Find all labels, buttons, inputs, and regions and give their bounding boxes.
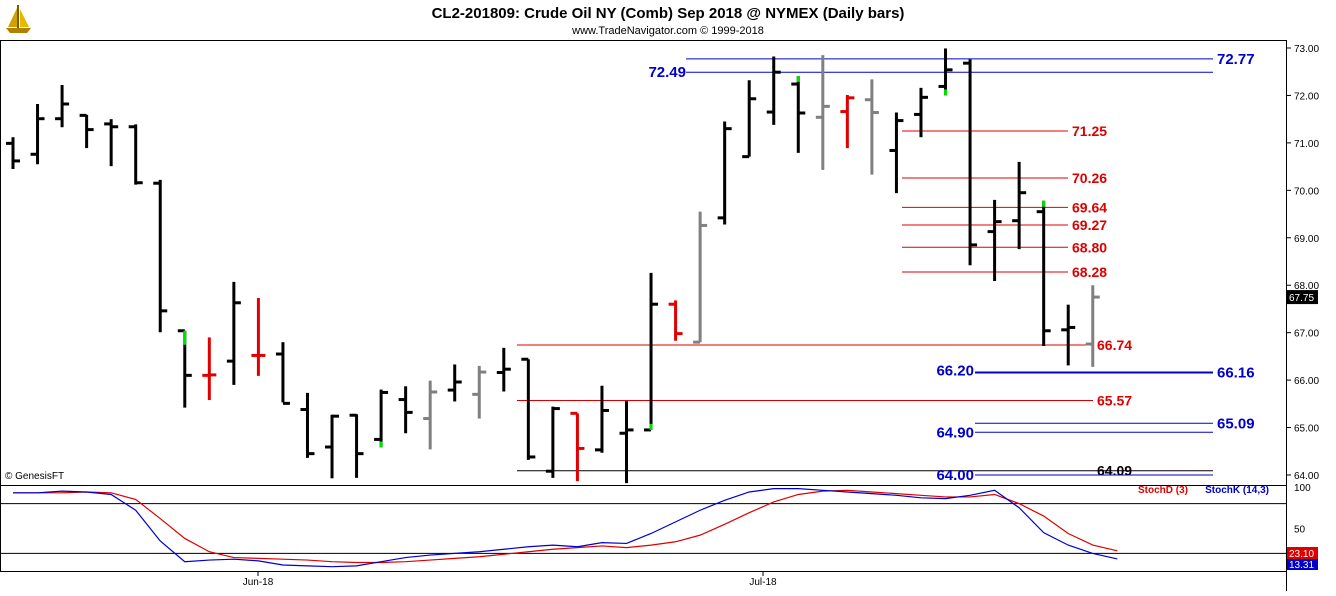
level-label: 69.27 [1072,217,1107,233]
ohlc-bar [594,385,609,453]
level-label: 72.77 [1217,51,1255,68]
ohlc-bar [791,75,806,153]
level-label: 66.16 [1217,365,1255,382]
ohlc-bar [177,329,192,408]
price-tick-label: 69.00 [1294,234,1319,245]
chart-subtitle: www.TradeNavigator.com © 1999-2018 [571,25,764,37]
ohlc-bar [251,298,266,376]
level-label: 64.00 [936,467,974,484]
ohlc-bar [1061,304,1076,366]
ohlc-bar [496,347,511,392]
price-tick-label: 66.00 [1294,376,1319,387]
price-tick-label: 70.00 [1294,186,1319,197]
ohlc-bar [1012,161,1027,250]
ohlc-bar [693,211,708,344]
level-label: 66.74 [1097,337,1132,353]
stochd-line [13,489,1118,564]
stochd-legend: StochD (3) [1138,485,1188,496]
ohlc-bar [55,85,70,128]
ohlc-bar [619,400,634,484]
ohlc-bar [398,386,413,434]
ohlc-bar [1036,200,1051,346]
sailboat-icon [4,4,34,34]
ohlc-bar [668,300,683,341]
stoch-tick-label: 50 [1294,525,1306,536]
ohlc-bar [472,365,487,419]
stochk-last-box [1287,559,1318,570]
ohlc-bar [128,124,143,185]
ohlc-bar [913,87,928,138]
ohlc-bar [545,406,560,478]
price-tick-label: 73.00 [1294,44,1319,55]
ohlc-bar [766,56,781,125]
level-label: 64.09 [1097,463,1132,479]
ohlc-bar [889,112,904,194]
ohlc-bar [717,121,732,225]
ohlc-bar [447,364,462,402]
level-label: 68.80 [1072,239,1107,255]
price-tick-label: 72.00 [1294,91,1319,102]
price-tick-label: 67.00 [1294,329,1319,340]
price-tick-label: 68.00 [1294,281,1319,292]
ohlc-bar [79,113,94,149]
copyright-label: © GenesisFT [5,471,64,482]
ohlc-bar [374,389,389,448]
level-label: 66.20 [936,363,974,380]
ohlc-bar [864,79,879,175]
level-label: 71.25 [1072,123,1107,139]
level-label: 65.09 [1217,415,1255,432]
ohlc-bar [963,59,978,266]
stochk-last-label: 13.31 [1289,560,1314,571]
ohlc-bar [742,80,757,159]
level-label: 64.90 [936,424,974,441]
last-price-label: 67.75 [1289,293,1314,304]
stochk-line [13,488,1118,568]
ohlc-bar [153,179,168,333]
ohlc-bar [226,281,241,385]
level-label: 72.49 [648,64,686,81]
ohlc-bar [938,48,953,96]
price-tick-label: 71.00 [1294,139,1319,150]
ohlc-bar [521,357,536,460]
stochk-legend: StochK (14,3) [1205,485,1269,496]
ohlc-bar [6,137,20,169]
ohlc-bar [815,55,830,170]
level-label: 68.28 [1072,264,1107,280]
ohlc-bar [423,380,438,450]
ohlc-bar [300,392,315,458]
stochd-last-box [1287,547,1318,559]
date-tick-label: Jun-18 [243,577,274,588]
level-label: 65.57 [1097,393,1132,409]
ohlc-bar [570,411,585,482]
level-label: 70.26 [1072,170,1107,186]
ohlc-bar [202,337,217,401]
ohlc-bar [349,413,364,478]
chart-title: CL2-201809: Crude Oil NY (Comb) Sep 2018… [432,5,905,22]
ohlc-bar [30,103,45,165]
ohlc-bar [840,94,855,149]
ohlc-bar [275,342,290,405]
ohlc-bar [104,119,119,167]
date-tick-label: Jul-18 [749,577,777,588]
last-price-box [1287,290,1318,305]
price-tick-label: 65.00 [1294,424,1319,435]
ohlc-bar [644,272,659,432]
stoch-tick-label: 100 [1294,483,1311,494]
ohlc-bar [987,199,1002,281]
ohlc-bar [325,414,340,479]
price-tick-label: 64.00 [1294,471,1319,482]
level-label: 69.64 [1072,199,1107,215]
ohlc-bar [1085,285,1100,367]
stochd-last-label: 23.10 [1289,549,1314,560]
